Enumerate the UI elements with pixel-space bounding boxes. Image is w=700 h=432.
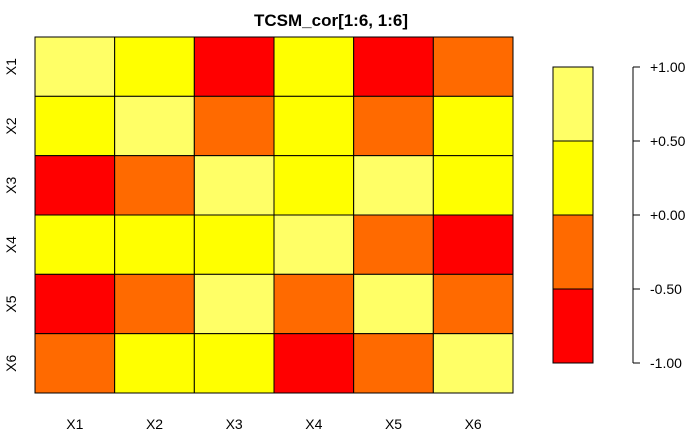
x-axis: X1 X2 X3 X4 X5 X6 [66,416,482,432]
legend-tick-label: +0.00 [650,207,686,223]
heatmap-cell-X5-X2 [114,273,195,335]
heatmap-cell-X3-X6 [432,155,514,216]
heatmap-cell-X2-X4 [273,95,355,157]
heatmap-cell-X6-X5 [353,333,434,394]
y-tick-label: X2 [3,117,19,134]
legend-swatch [552,214,594,290]
heatmap-cell-X6-X4 [273,333,355,394]
y-tick-label: X5 [3,295,19,312]
y-tick-label: X3 [3,177,19,194]
heatmap-cell-X4-X2 [114,214,195,275]
heatmap-cell-X3-X3 [193,155,275,216]
legend-swatch [552,66,594,142]
heatmap-cell-X6-X1 [34,333,116,394]
heatmap-cell-X2-X1 [34,95,116,157]
heatmap-cell-X2-X6 [432,95,514,157]
legend-tick-label: +1.00 [650,59,686,75]
heatmap-cell-X4-X6 [432,214,514,275]
x-tick-label: X3 [226,416,243,432]
y-tick-label: X6 [3,355,19,372]
heatmap-cell-X1-X3 [193,36,275,97]
y-axis: X1 X2 X3 X4 X5 X6 [3,58,19,372]
heatmap-cell-X6-X6 [432,333,514,394]
heatmap-cell-X1-X1 [34,36,116,97]
chart-title: TCSM_cor[1:6, 1:6] [254,11,408,30]
heatmap-cell-X3-X2 [114,155,195,216]
heatmap-cell-X4-X1 [34,214,116,275]
heatmap-cell-X4-X5 [353,214,434,275]
x-tick-label: X1 [66,416,83,432]
color-legend: +1.00 +0.50 +0.00 -0.50 -1.00 [552,59,686,371]
heatmap-cell-X5-X3 [193,273,275,335]
heatmap-cell-X4-X4 [273,214,355,275]
heatmap-cell-X2-X5 [353,95,434,157]
heatmap-cell-X3-X5 [353,155,434,216]
heatmap-cell-X5-X6 [432,273,514,335]
x-tick-label: X2 [146,416,163,432]
heatmap-cells [34,36,514,394]
heatmap-cell-X1-X6 [432,36,514,97]
legend-tick-label: -0.50 [650,281,682,297]
x-tick-label: X6 [465,416,482,432]
heatmap-cell-X5-X4 [273,273,355,335]
x-tick-label: X4 [305,416,322,432]
legend-tick-label: +0.50 [650,133,686,149]
legend-swatch [552,140,594,216]
heatmap-cell-X3-X4 [273,155,355,216]
legend-tick-label: -1.00 [650,355,682,371]
heatmap-cell-X1-X5 [353,36,434,97]
heatmap-cell-X1-X2 [114,36,195,97]
heatmap-cell-X4-X3 [193,214,275,275]
y-tick-label: X1 [3,58,19,75]
heatmap-cell-X6-X2 [114,333,195,394]
heatmap-cell-X6-X3 [193,333,275,394]
heatmap-cell-X2-X2 [114,95,195,157]
heatmap-cell-X1-X4 [273,36,355,97]
heatmap-cell-X5-X1 [34,273,116,335]
x-tick-label: X5 [385,416,402,432]
heatmap-cell-X3-X1 [34,155,116,216]
y-tick-label: X4 [3,236,19,253]
legend-swatch [552,288,594,364]
heatmap-cell-X2-X3 [193,95,275,157]
heatmap-cell-X5-X5 [353,273,434,335]
